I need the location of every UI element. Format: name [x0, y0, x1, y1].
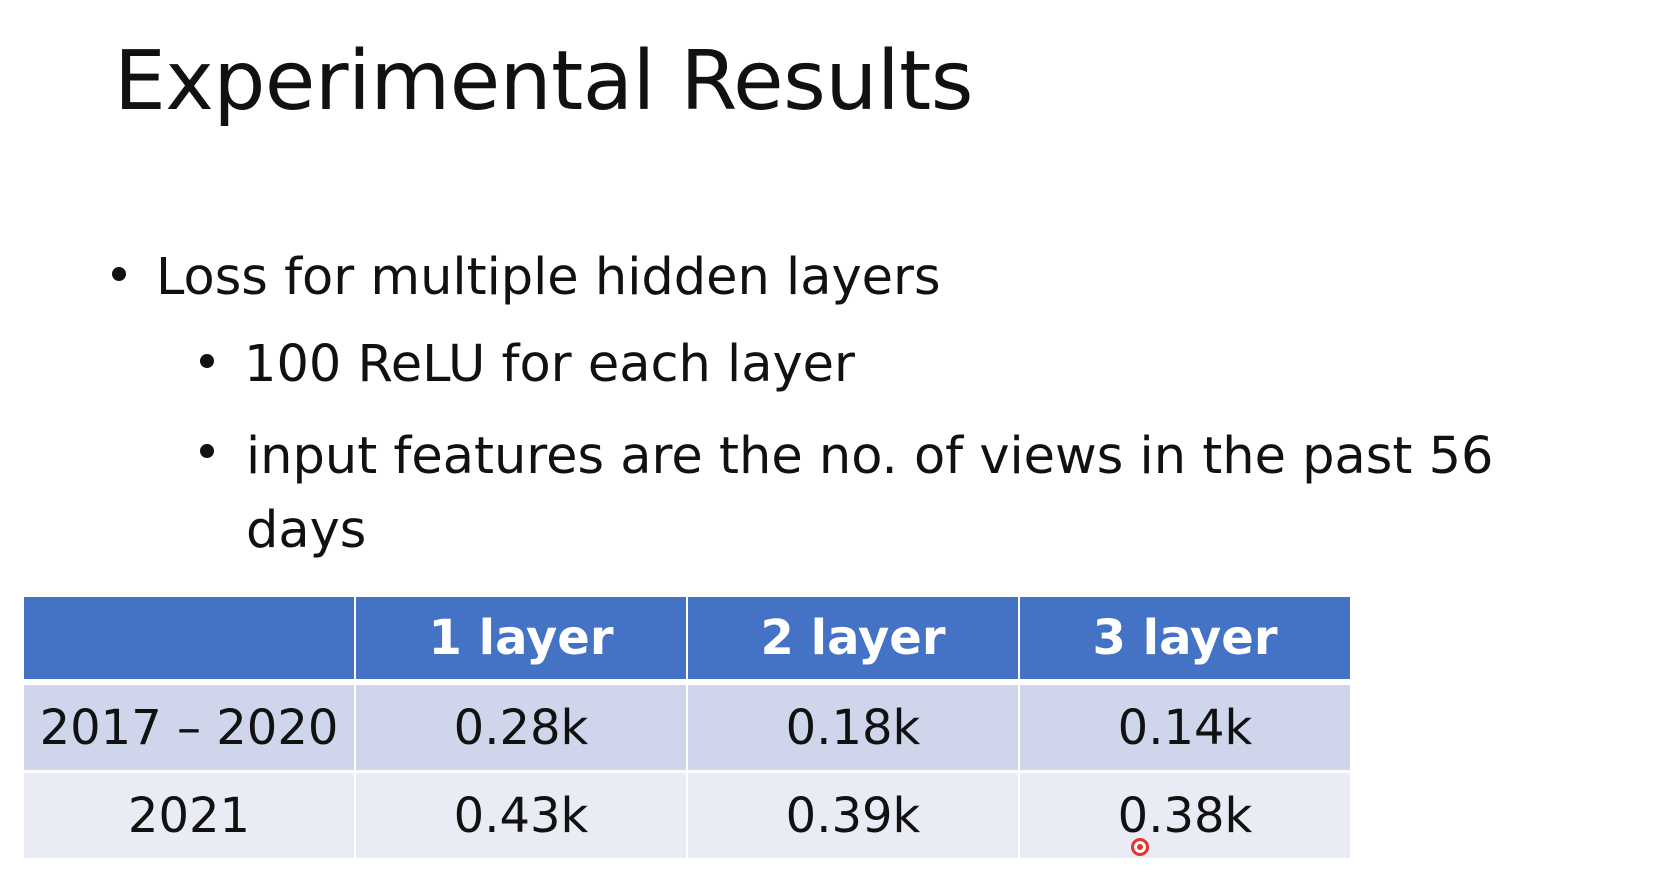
table-header-cell: 1 layer — [355, 597, 688, 685]
bullet-item: Loss for multiple hidden layers — [112, 248, 941, 307]
bullet-dot-icon — [112, 267, 126, 281]
slide-title: Experimental Results — [114, 34, 973, 129]
table-header-row: 1 layer 2 layer 3 layer — [24, 597, 1352, 685]
table-cell: 0.43k — [355, 771, 688, 861]
results-table: 1 layer 2 layer 3 layer 2017 – 2020 0.28… — [24, 597, 1352, 861]
bullet-dot-icon — [200, 444, 214, 458]
table-cell: 0.14k — [1019, 682, 1352, 773]
table-cell: 0.18k — [687, 682, 1020, 773]
table-header-cell: 3 layer — [1019, 597, 1352, 685]
table-cell: 0.38k — [1019, 771, 1352, 861]
table-header-cell — [24, 597, 356, 685]
bullet-dot-icon — [200, 354, 214, 368]
table-cell: 2017 – 2020 — [24, 682, 356, 773]
table-cell: 0.39k — [687, 771, 1020, 861]
table-row: 2017 – 2020 0.28k 0.18k 0.14k — [24, 682, 1352, 773]
bullet-text: Loss for multiple hidden layers — [156, 248, 941, 307]
table-header-cell: 2 layer — [687, 597, 1020, 685]
table-cell: 0.28k — [355, 682, 688, 773]
laser-pointer-icon — [1131, 838, 1149, 856]
table-row: 2021 0.43k 0.39k 0.38k — [24, 771, 1352, 861]
table-cell: 2021 — [24, 771, 356, 861]
sub-bullet-item: input features are the no. of views in t… — [200, 420, 1620, 568]
sub-bullet-item: 100 ReLU for each layer — [200, 335, 855, 394]
sub-bullet-text: 100 ReLU for each layer — [244, 335, 855, 394]
sub-bullet-text: input features are the no. of views in t… — [246, 427, 1494, 560]
